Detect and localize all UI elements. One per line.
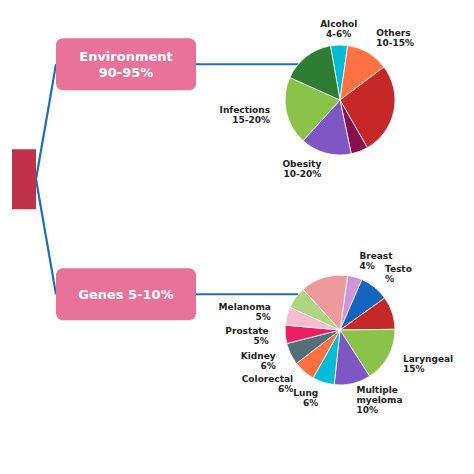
connector — [196, 293, 298, 295]
title: Genes 5-10% — [78, 287, 173, 302]
slice-labels: Breast4%Testo%Laryngeal15%Multiplemyelom… — [219, 251, 454, 414]
connector — [196, 63, 298, 65]
connectors — [36, 64, 298, 294]
slice-label: Laryngeal15% — [403, 354, 453, 374]
title-box — [56, 268, 196, 320]
pie-chart: Genes 5-10%Breast4%Testo%Laryngeal15%Mul… — [56, 251, 453, 414]
title: Environment90-95% — [79, 49, 173, 80]
title-box — [56, 38, 196, 90]
slices — [285, 45, 395, 155]
slice-label: Kidney6% — [241, 351, 276, 371]
slice-label: Multiplemyeloma10% — [356, 385, 402, 415]
slice-label: Testo% — [385, 264, 412, 284]
slices — [285, 275, 395, 385]
slice-label: Colorectal6% — [242, 374, 293, 394]
slice-label: Obesity10-20% — [282, 159, 321, 179]
slice-label: Lung6% — [293, 388, 318, 408]
pie-chart: Environment90-95% Alcohol4-6% Others10-15%… — [56, 19, 414, 179]
slice — [303, 275, 348, 330]
root-box — [12, 149, 36, 209]
connector — [36, 64, 56, 179]
slice-labels: Alcohol4-6% Others10-15% Obesity10-20% Infe… — [220, 19, 415, 179]
slice-label: Prostate5% — [225, 326, 268, 346]
slice-label: Infections15-20% — [220, 105, 270, 125]
slice — [290, 46, 340, 100]
slice — [340, 298, 395, 330]
slice-label: Melanoma5% — [219, 302, 271, 322]
slice-label: Others10-15% — [376, 28, 414, 48]
slice-label: Alcohol4-6% — [320, 19, 357, 39]
connector — [36, 179, 56, 294]
figure: Environment90-95% Alcohol4-6% Others10-15%… — [0, 0, 474, 474]
